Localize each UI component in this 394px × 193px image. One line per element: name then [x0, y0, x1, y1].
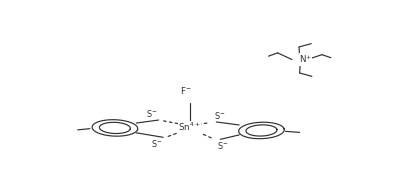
Text: S$^{-}$: S$^{-}$ [151, 138, 162, 149]
Text: F$^{-}$: F$^{-}$ [180, 85, 191, 96]
Text: S$^{-}$: S$^{-}$ [217, 140, 229, 151]
Text: S$^{-}$: S$^{-}$ [214, 110, 225, 121]
Text: N$^{+}$: N$^{+}$ [299, 54, 312, 65]
Text: Sn$^{4+}$: Sn$^{4+}$ [178, 121, 201, 133]
Text: S$^{-}$: S$^{-}$ [146, 108, 158, 119]
